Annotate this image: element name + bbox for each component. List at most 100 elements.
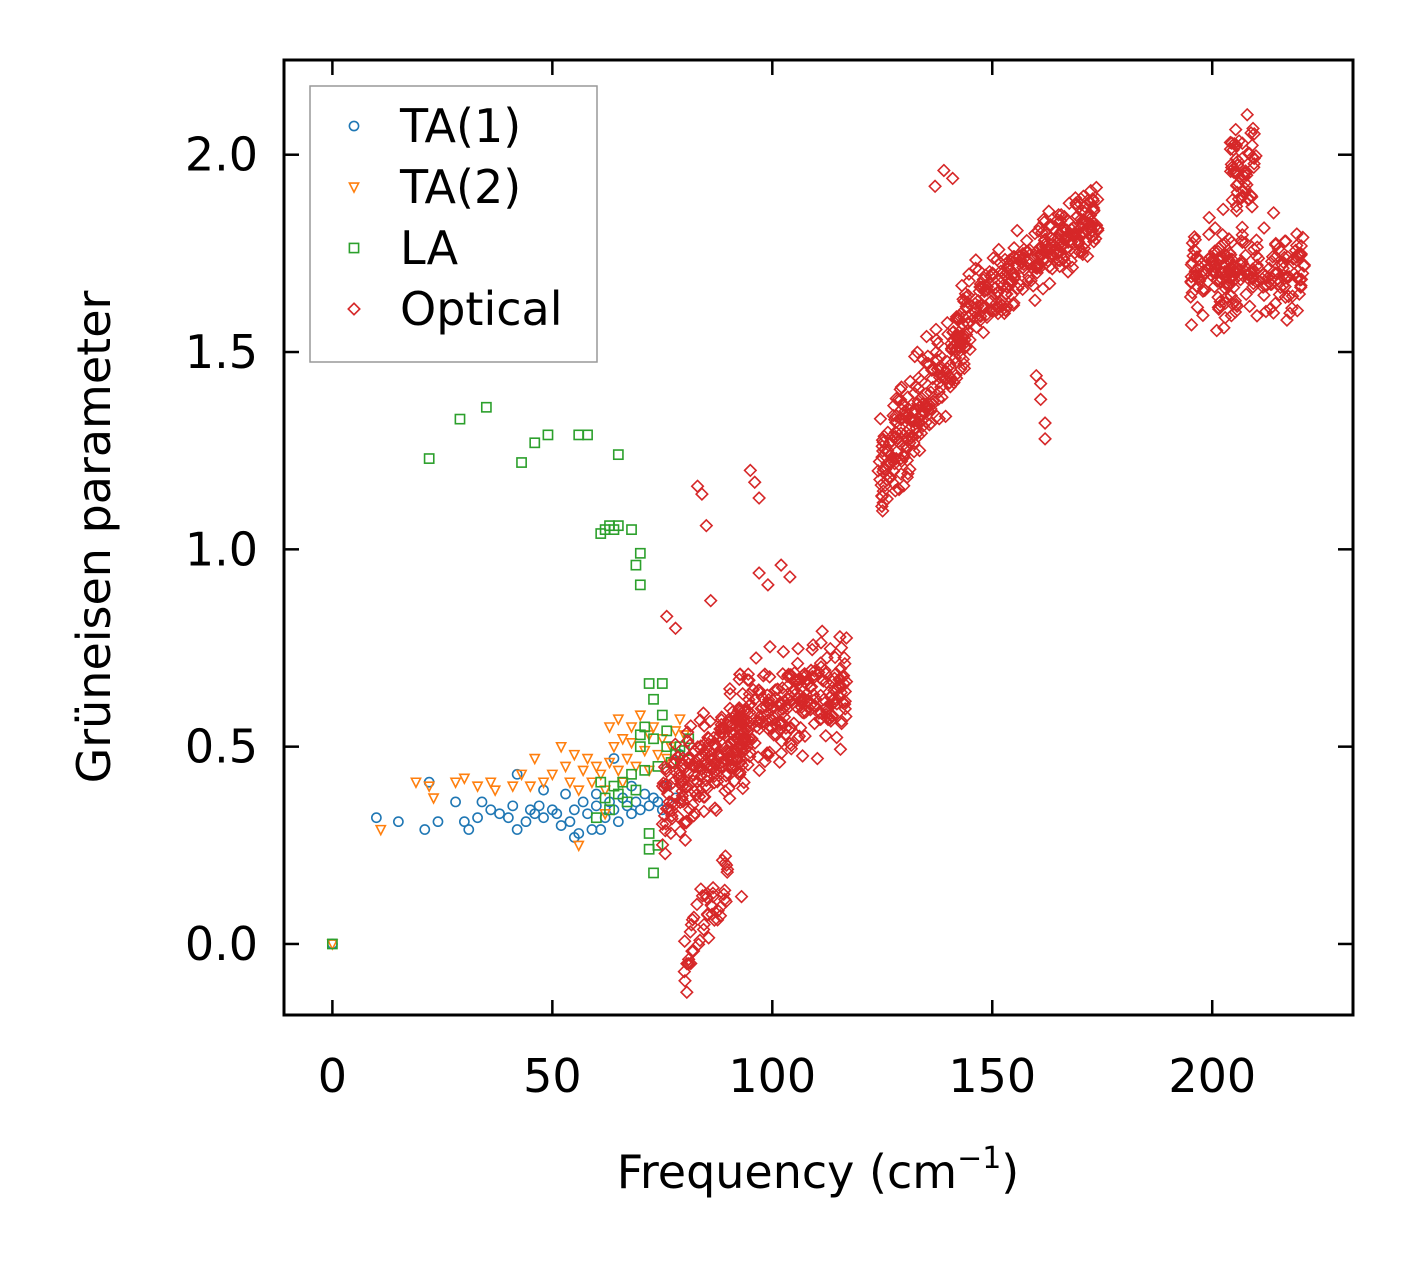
data-point [721,713,736,727]
data-point [794,689,808,703]
data-point [906,436,921,450]
data-point [748,736,762,750]
data-point [722,719,737,733]
data-point [1242,299,1257,314]
data-point [764,721,779,736]
data-point [1266,205,1281,220]
data-point [772,755,787,770]
data-point [617,776,629,788]
data-point [706,886,720,901]
data-point [599,792,611,804]
data-point [1297,259,1311,274]
data-point [968,253,983,267]
data-point [833,742,848,757]
data-point [932,384,946,399]
data-point [1021,273,1035,288]
series-ta-2- [326,710,691,951]
data-point [707,751,722,766]
data-point [1010,223,1025,238]
data-point [678,833,693,848]
data-point [1072,244,1087,259]
data-point [564,816,576,828]
data-point [1191,272,1206,287]
data-point [728,759,743,774]
data-point [722,681,737,696]
data-point [1090,192,1105,207]
data-point [1257,288,1271,303]
axis-ticks [284,60,1353,1015]
data-point [731,732,746,747]
data-point [811,706,826,720]
data-point [762,745,777,760]
data-point [794,696,809,711]
data-point [1294,248,1308,262]
data-point [472,812,483,824]
data-point [1247,126,1262,141]
data-point [392,816,404,828]
data-point [1202,227,1216,242]
data-point [701,930,716,945]
data-point [706,880,720,895]
data-point [941,376,956,391]
data-point [751,683,766,697]
data-point [955,278,969,293]
data-point [925,371,940,386]
data-point [1006,249,1021,264]
data-point [656,776,671,791]
data-point [892,482,906,497]
data-point [673,824,688,839]
data-point [910,426,924,441]
data-point [1290,247,1305,262]
data-point [958,339,973,354]
data-point [590,788,602,800]
data-point [660,787,675,801]
data-point [1043,219,1058,233]
data-point [696,706,711,721]
data-point [1259,304,1273,319]
data-point [494,808,505,820]
data-point [577,765,590,778]
data-point [590,812,602,824]
data-point [449,777,462,789]
data-point [643,800,655,812]
data-point [718,849,733,863]
data-point [1061,264,1075,279]
data-point [463,824,475,835]
data-point [634,710,647,722]
data-point [410,777,422,789]
data-point [595,824,607,835]
data-point [829,666,843,681]
data-point [1240,107,1255,122]
data-point [720,862,735,877]
data-point [752,721,767,736]
data-point [828,650,842,665]
data-point [707,775,722,790]
data-point [910,396,925,411]
data-point [1038,416,1052,430]
data-point [423,453,435,464]
data-point [760,746,775,760]
data-point [647,722,660,734]
data-point [668,737,683,752]
data-point [612,520,624,532]
data-point [730,744,745,759]
data-point [1024,273,1038,288]
data-point [612,765,625,778]
data-point [795,668,810,683]
data-point [692,789,707,804]
y-tick-label: 0.5 [185,720,258,774]
data-point [765,700,780,714]
data-point [887,412,902,427]
data-point [1042,276,1057,291]
data-point [507,800,519,812]
data-point [643,678,655,689]
data-point [573,828,585,839]
data-point [1228,264,1243,279]
data-point [961,317,975,332]
data-point [582,808,593,820]
data-point [1032,241,1047,256]
data-point [423,781,436,793]
data-point [829,696,844,711]
data-point [612,816,624,828]
data-point [760,688,775,703]
